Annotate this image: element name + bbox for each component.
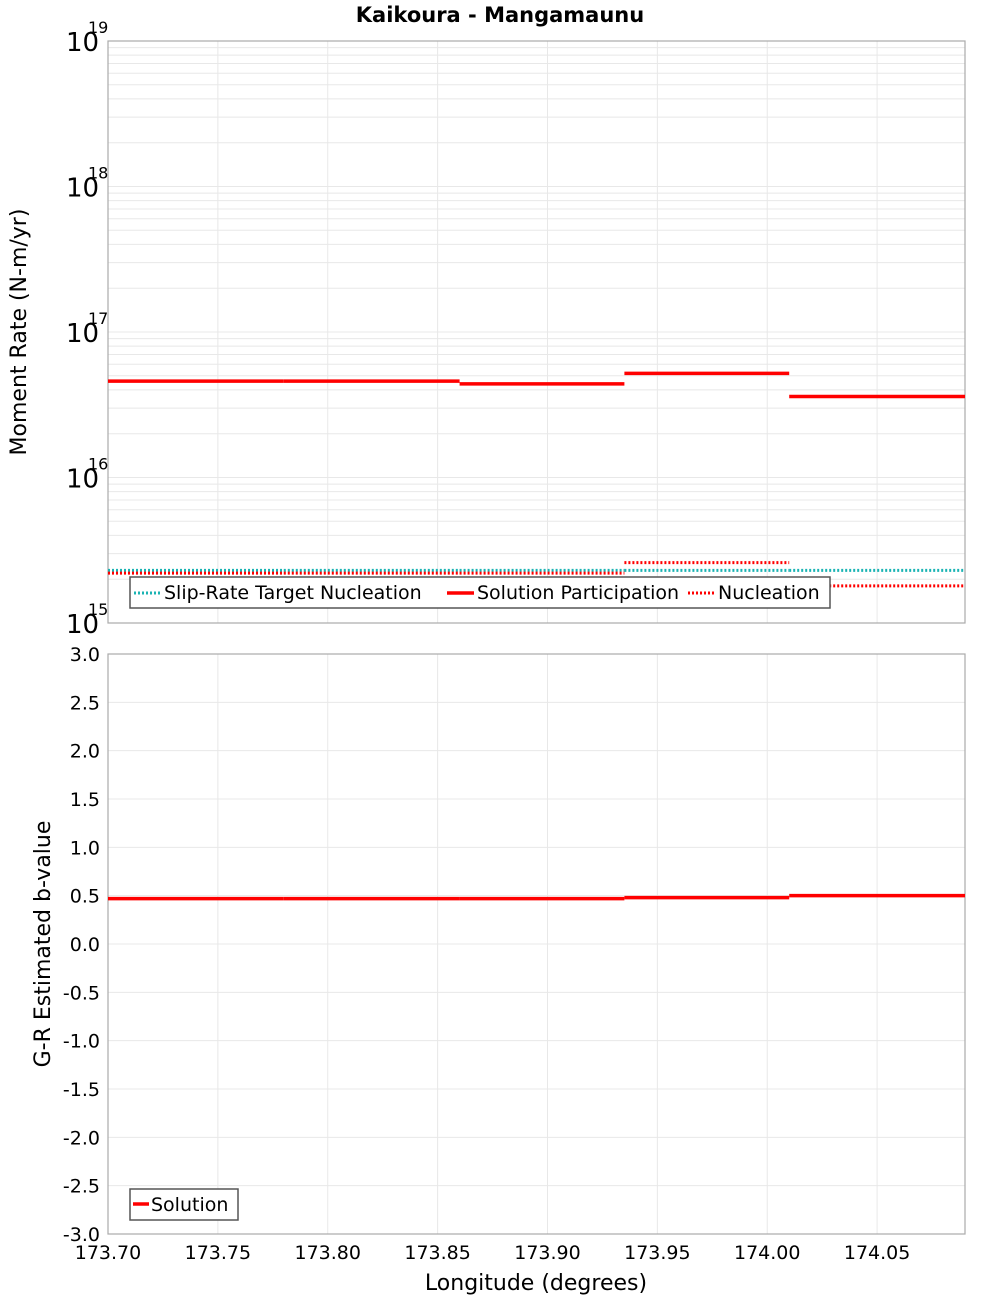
x-axis-title: Longitude (degrees) <box>425 1271 647 1296</box>
chart-title: Kaikoura - Mangamaunu <box>356 3 644 27</box>
svg-text:10: 10 <box>66 319 99 349</box>
legend-label: Solution <box>151 1194 228 1216</box>
y-tick-label: -2.0 <box>63 1127 100 1149</box>
y-tick-label: 2.0 <box>70 741 100 763</box>
y-tick-label: 1.5 <box>70 789 100 811</box>
svg-text:10: 10 <box>66 174 99 204</box>
x-tick-label: 173.95 <box>624 1242 690 1264</box>
y-tick-label: -3.0 <box>63 1224 100 1246</box>
x-tick-label: 173.70 <box>75 1242 141 1264</box>
y-tick-label: -2.5 <box>63 1176 100 1198</box>
y-tick-label: 3.0 <box>70 644 100 666</box>
y-tick-label: -1.0 <box>63 1031 100 1053</box>
x-tick-label: 173.80 <box>295 1242 361 1264</box>
top-y-axis-title: Moment Rate (N-m/yr) <box>7 209 32 456</box>
y-tick-label: -1.5 <box>63 1079 100 1101</box>
x-tick-label: 173.85 <box>404 1242 470 1264</box>
top-legend: Slip-Rate Target Nucleation Solution Part… <box>129 576 831 609</box>
svg-text:18: 18 <box>88 164 108 183</box>
svg-text:10: 10 <box>66 465 99 495</box>
svg-text:19: 19 <box>88 18 108 37</box>
svg-text:16: 16 <box>88 455 108 474</box>
svg-text:10: 10 <box>66 28 99 58</box>
y-tick-label: 0.5 <box>70 886 100 908</box>
legend-label: Nucleation <box>718 582 820 604</box>
x-tick-label: 174.05 <box>844 1242 910 1264</box>
x-tick-label: 173.90 <box>514 1242 580 1264</box>
x-tick-label: 173.75 <box>185 1242 251 1264</box>
legend-label: Slip-Rate Target Nucleation <box>164 582 422 604</box>
legend-label: Solution Participation <box>477 582 679 604</box>
y-tick-label: 0.0 <box>70 934 100 956</box>
bottom-legend: Solution <box>129 1188 239 1221</box>
svg-text:17: 17 <box>88 309 108 328</box>
svg-text:10: 10 <box>66 610 99 640</box>
bottom-y-axis-title: G-R Estimated b-value <box>31 821 56 1068</box>
x-tick-label: 174.00 <box>734 1242 800 1264</box>
b-value-plot: 3.0 2.5 2.0 1.5 1.0 0.5 0.0 -0.5 -1.0 -1.5 -2.0 -2.… <box>63 644 966 1264</box>
y-tick-label: 1.0 <box>70 837 100 859</box>
svg-text:15: 15 <box>88 600 108 619</box>
y-tick-label: -0.5 <box>63 982 100 1004</box>
y-tick-label: 2.5 <box>70 692 100 714</box>
